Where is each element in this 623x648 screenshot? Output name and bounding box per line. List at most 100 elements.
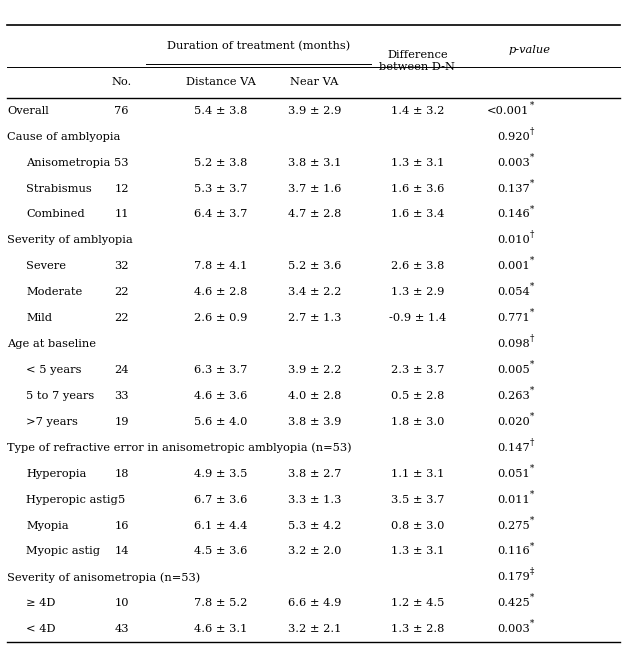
Text: Overall: Overall (7, 106, 49, 116)
Text: 0.5 ± 2.8: 0.5 ± 2.8 (391, 391, 444, 401)
Text: Difference
between D-N: Difference between D-N (379, 50, 455, 73)
Text: 1.6 ± 3.4: 1.6 ± 3.4 (391, 209, 444, 220)
Text: 0.275: 0.275 (497, 520, 530, 531)
Text: 3.5 ± 3.7: 3.5 ± 3.7 (391, 494, 444, 505)
Text: 22: 22 (114, 287, 129, 297)
Text: 10: 10 (114, 598, 129, 608)
Text: Combined: Combined (26, 209, 85, 220)
Text: 3.9 ± 2.9: 3.9 ± 2.9 (288, 106, 341, 116)
Text: p-value: p-value (508, 45, 551, 55)
Text: 4.6 ± 3.1: 4.6 ± 3.1 (194, 624, 248, 634)
Text: 3.8 ± 2.7: 3.8 ± 2.7 (288, 469, 341, 479)
Text: *: * (530, 256, 535, 265)
Text: *: * (530, 360, 535, 369)
Text: 32: 32 (114, 261, 129, 272)
Text: 19: 19 (114, 417, 129, 427)
Text: 0.147: 0.147 (497, 443, 530, 453)
Text: 3.7 ± 1.6: 3.7 ± 1.6 (288, 183, 341, 194)
Text: 0.137: 0.137 (497, 183, 530, 194)
Text: Severity of anisometropia (n=53): Severity of anisometropia (n=53) (7, 572, 201, 583)
Text: 0.003: 0.003 (497, 624, 530, 634)
Text: †: † (530, 126, 535, 135)
Text: 4.5 ± 3.6: 4.5 ± 3.6 (194, 546, 248, 557)
Text: 4.9 ± 3.5: 4.9 ± 3.5 (194, 469, 248, 479)
Text: 5.2 ± 3.6: 5.2 ± 3.6 (288, 261, 341, 272)
Text: 1.3 ± 3.1: 1.3 ± 3.1 (391, 546, 444, 557)
Text: 1.4 ± 3.2: 1.4 ± 3.2 (391, 106, 444, 116)
Text: 5.4 ± 3.8: 5.4 ± 3.8 (194, 106, 248, 116)
Text: 0.051: 0.051 (497, 469, 530, 479)
Text: 2.6 ± 3.8: 2.6 ± 3.8 (391, 261, 444, 272)
Text: 3.8 ± 3.9: 3.8 ± 3.9 (288, 417, 341, 427)
Text: 6.3 ± 3.7: 6.3 ± 3.7 (194, 365, 248, 375)
Text: 3.2 ± 2.1: 3.2 ± 2.1 (288, 624, 341, 634)
Text: 0.020: 0.020 (497, 417, 530, 427)
Text: 7.8 ± 5.2: 7.8 ± 5.2 (194, 598, 248, 608)
Text: Myopic astig: Myopic astig (26, 546, 100, 557)
Text: Near VA: Near VA (290, 77, 339, 87)
Text: 4.6 ± 3.6: 4.6 ± 3.6 (194, 391, 248, 401)
Text: 0.005: 0.005 (497, 365, 530, 375)
Text: 6.4 ± 3.7: 6.4 ± 3.7 (194, 209, 248, 220)
Text: *: * (530, 308, 535, 317)
Text: †: † (530, 334, 535, 343)
Text: <0.001: <0.001 (487, 106, 530, 116)
Text: Distance VA: Distance VA (186, 77, 256, 87)
Text: 5.6 ± 4.0: 5.6 ± 4.0 (194, 417, 248, 427)
Text: Duration of treatment (months): Duration of treatment (months) (167, 41, 350, 51)
Text: Cause of amblyopia: Cause of amblyopia (7, 132, 121, 142)
Text: 0.001: 0.001 (497, 261, 530, 272)
Text: 1.2 ± 4.5: 1.2 ± 4.5 (391, 598, 444, 608)
Text: *: * (530, 593, 535, 602)
Text: *: * (530, 386, 535, 395)
Text: 14: 14 (114, 546, 129, 557)
Text: 5.3 ± 3.7: 5.3 ± 3.7 (194, 183, 248, 194)
Text: 7.8 ± 4.1: 7.8 ± 4.1 (194, 261, 248, 272)
Text: Myopia: Myopia (26, 520, 69, 531)
Text: Severity of amblyopia: Severity of amblyopia (7, 235, 133, 246)
Text: 5.3 ± 4.2: 5.3 ± 4.2 (288, 520, 341, 531)
Text: 2.7 ± 1.3: 2.7 ± 1.3 (288, 313, 341, 323)
Text: 43: 43 (114, 624, 129, 634)
Text: *: * (530, 411, 535, 421)
Text: -0.9 ± 1.4: -0.9 ± 1.4 (389, 313, 446, 323)
Text: 0.003: 0.003 (497, 157, 530, 168)
Text: 6.6 ± 4.9: 6.6 ± 4.9 (288, 598, 341, 608)
Text: 0.771: 0.771 (497, 313, 530, 323)
Text: Type of refractive error in anisometropic amblyopia (n=53): Type of refractive error in anisometropi… (7, 443, 352, 453)
Text: *: * (530, 282, 535, 291)
Text: 5 to 7 years: 5 to 7 years (26, 391, 95, 401)
Text: 0.146: 0.146 (497, 209, 530, 220)
Text: 3.2 ± 2.0: 3.2 ± 2.0 (288, 546, 341, 557)
Text: 1.3 ± 3.1: 1.3 ± 3.1 (391, 157, 444, 168)
Text: < 5 years: < 5 years (26, 365, 82, 375)
Text: 18: 18 (114, 469, 129, 479)
Text: 1.8 ± 3.0: 1.8 ± 3.0 (391, 417, 444, 427)
Text: Strabismus: Strabismus (26, 183, 92, 194)
Text: *: * (530, 489, 535, 498)
Text: 0.098: 0.098 (497, 339, 530, 349)
Text: 2.6 ± 0.9: 2.6 ± 0.9 (194, 313, 248, 323)
Text: Age at baseline: Age at baseline (7, 339, 97, 349)
Text: Hyperopic astig: Hyperopic astig (26, 494, 118, 505)
Text: Anisometropia: Anisometropia (26, 157, 110, 168)
Text: 1.3 ± 2.8: 1.3 ± 2.8 (391, 624, 444, 634)
Text: 11: 11 (114, 209, 129, 220)
Text: 4.7 ± 2.8: 4.7 ± 2.8 (288, 209, 341, 220)
Text: *: * (530, 619, 535, 628)
Text: 3.3 ± 1.3: 3.3 ± 1.3 (288, 494, 341, 505)
Text: 12: 12 (114, 183, 129, 194)
Text: 0.116: 0.116 (497, 546, 530, 557)
Text: ‡: ‡ (530, 567, 535, 576)
Text: *: * (530, 100, 535, 110)
Text: 6.1 ± 4.4: 6.1 ± 4.4 (194, 520, 248, 531)
Text: 0.425: 0.425 (497, 598, 530, 608)
Text: 0.010: 0.010 (497, 235, 530, 246)
Text: 6.7 ± 3.6: 6.7 ± 3.6 (194, 494, 248, 505)
Text: *: * (530, 541, 535, 550)
Text: No.: No. (112, 77, 131, 87)
Text: 24: 24 (114, 365, 129, 375)
Text: < 4D: < 4D (26, 624, 55, 634)
Text: 2.3 ± 3.7: 2.3 ± 3.7 (391, 365, 444, 375)
Text: †: † (530, 437, 535, 446)
